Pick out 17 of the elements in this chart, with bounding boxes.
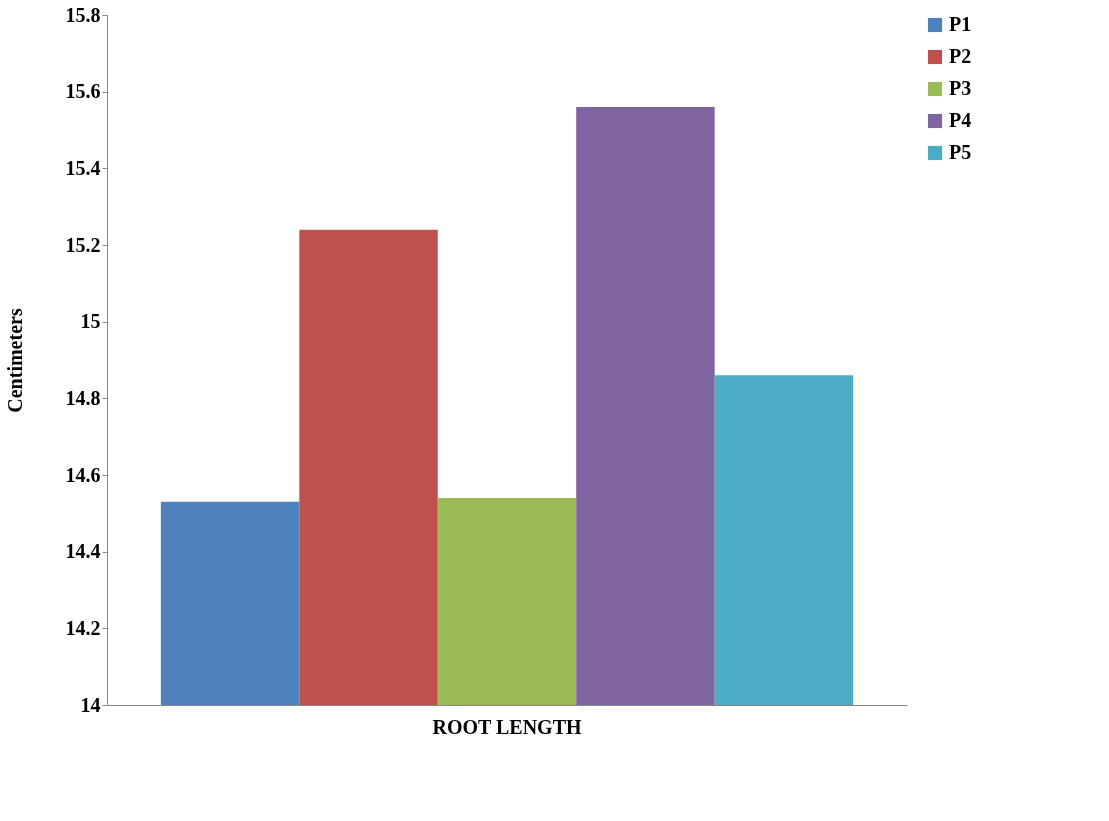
y-tick-label: 14 — [80, 693, 101, 716]
y-tick-label: 14.6 — [65, 463, 101, 486]
legend-label: P5 — [949, 141, 972, 163]
x-tick-label: ROOT LENGTH — [432, 715, 582, 738]
y-tick-label: 15.8 — [65, 3, 101, 26]
y-tick-label: 15 — [80, 310, 101, 333]
y-tick-label: 14.2 — [65, 616, 101, 639]
y-tick-label: 14.8 — [65, 386, 101, 409]
y-tick-label: 15.4 — [65, 156, 101, 179]
y-tick-label: 14.4 — [65, 540, 101, 563]
y-tick-label: 15.2 — [65, 233, 101, 256]
legend-label: P1 — [949, 13, 972, 35]
y-tick-label: 15.6 — [65, 80, 101, 103]
legend-label: P3 — [949, 77, 972, 99]
legend-label: P4 — [949, 109, 972, 131]
legend-label: P2 — [949, 45, 972, 67]
y-axis-title: Centimeters — [3, 308, 26, 413]
